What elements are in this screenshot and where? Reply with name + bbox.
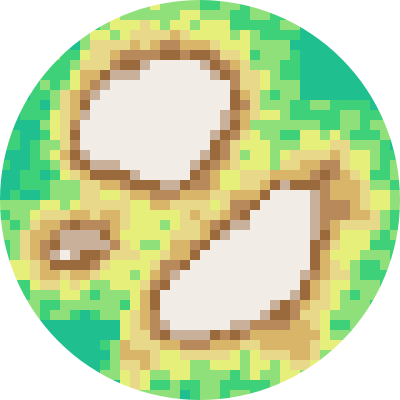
terrain-heightmap xyxy=(0,0,400,400)
terrain-minimap[interactable] xyxy=(0,0,400,400)
